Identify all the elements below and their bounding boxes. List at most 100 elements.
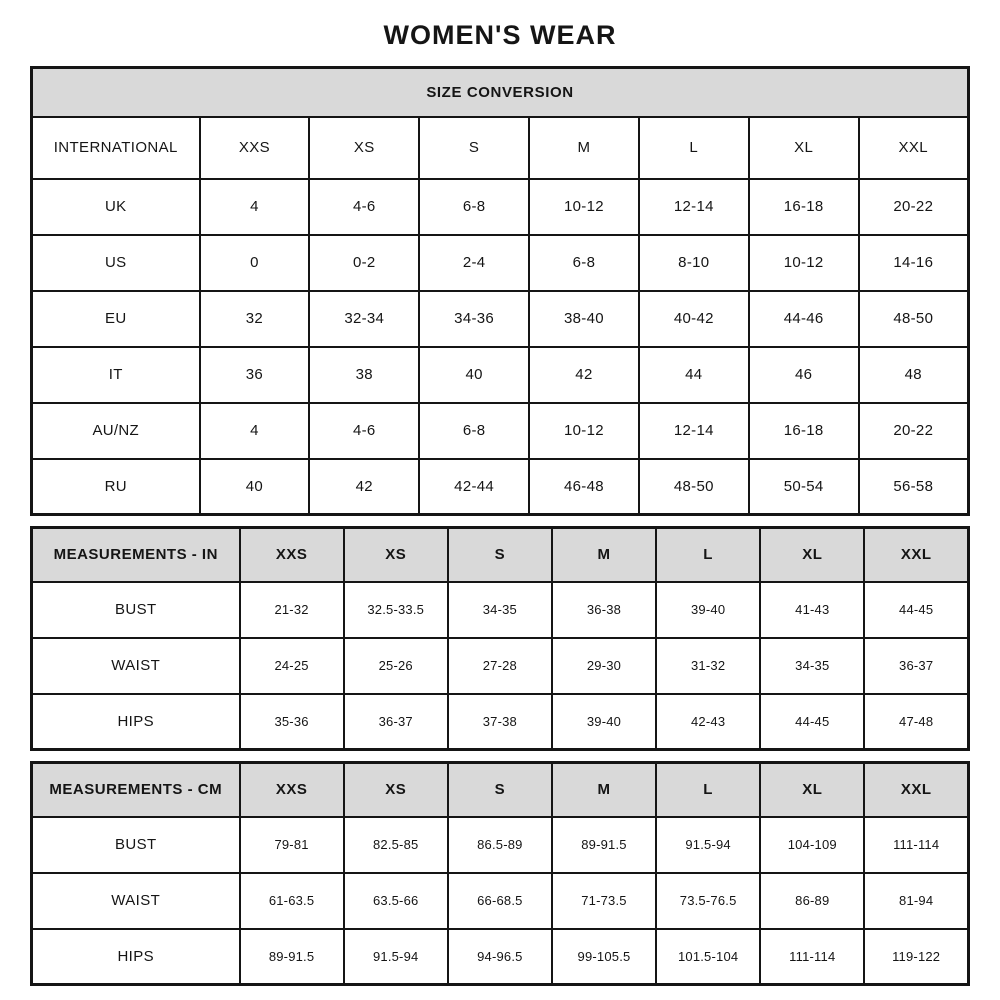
value-cell: 86-89 [759,871,866,930]
table-row: EU 32 32-34 34-36 38-40 40-42 44-46 48-50 [30,289,970,348]
value-cell: 10-12 [528,177,640,236]
value-cell: 2-4 [418,233,531,292]
value-cell: 29-30 [550,636,658,695]
value-cell: 79-81 [238,815,345,874]
value-cell: 16-18 [747,177,860,236]
row-label: RU [30,457,201,516]
value-cell: 89-91.5 [238,927,345,986]
row-label: HIPS [30,692,241,751]
value-cell: 44-45 [863,580,970,639]
column-header-size: XL [759,526,866,583]
value-cell: 39-40 [655,580,762,639]
value-cell: 48-50 [637,457,750,516]
row-label: BUST [30,815,241,874]
row-label: IT [30,345,201,404]
value-cell: 25-26 [342,636,449,695]
value-cell: 34-35 [446,580,553,639]
row-label: UK [30,177,201,236]
table-row: IT 36 38 40 42 44 46 48 [30,345,970,404]
column-header-size: S [446,761,553,818]
column-header-size: XXL [863,526,970,583]
value-cell: 31-32 [655,636,762,695]
value-cell: 35-36 [238,692,345,751]
value-cell: 42 [308,457,421,516]
value-cell: 44-45 [759,692,866,751]
column-header-size: XL [759,761,866,818]
value-cell: 48 [857,345,970,404]
size-conversion-header-row: INTERNATIONAL XXS XS S M L XL XXL [30,115,970,180]
value-cell: 63.5-66 [342,871,449,930]
value-cell: 8-10 [637,233,750,292]
value-cell: 4 [198,177,311,236]
value-cell: 24-25 [238,636,345,695]
table-title-cell: MEASUREMENTS - CM [30,761,241,818]
value-cell: 111-114 [863,815,970,874]
value-cell: 27-28 [446,636,553,695]
row-label: WAIST [30,871,241,930]
column-header-size: XXL [857,115,970,180]
table-row: UK 4 4-6 6-8 10-12 12-14 16-18 20-22 [30,177,970,236]
table-caption-row: SIZE CONVERSION [30,66,970,118]
size-conversion-title: SIZE CONVERSION [30,66,970,118]
table-gap [30,516,970,526]
value-cell: 42 [528,345,640,404]
column-header-size: XS [342,526,449,583]
value-cell: 61-63.5 [238,871,345,930]
value-cell: 104-109 [759,815,866,874]
value-cell: 111-114 [759,927,866,986]
value-cell: 44-46 [747,289,860,348]
value-cell: 99-105.5 [550,927,658,986]
value-cell: 10-12 [747,233,860,292]
column-header-size: XL [747,115,860,180]
measurements-cm-header-row: MEASUREMENTS - CM XXS XS S M L XL XXL [30,761,970,818]
value-cell: 50-54 [747,457,860,516]
value-cell: 89-91.5 [550,815,658,874]
value-cell: 41-43 [759,580,866,639]
column-header-size: XS [308,115,421,180]
value-cell: 20-22 [857,177,970,236]
column-header-international: INTERNATIONAL [30,115,201,180]
column-header-size: XXS [198,115,311,180]
size-conversion-table: SIZE CONVERSION INTERNATIONAL XXS XS S M L XL X… [30,66,970,516]
column-header-size: XXS [238,526,345,583]
value-cell: 10-12 [528,401,640,460]
value-cell: 94-96.5 [446,927,553,986]
value-cell: 101.5-104 [655,927,762,986]
measurements-in-table: MEASUREMENTS - IN XXS XS S M L XL XXL BUST 21-32… [30,526,970,751]
table-title-cell: MEASUREMENTS - IN [30,526,241,583]
value-cell: 36-38 [550,580,658,639]
value-cell: 6-8 [528,233,640,292]
value-cell: 39-40 [550,692,658,751]
value-cell: 0 [198,233,311,292]
value-cell: 34-35 [759,636,866,695]
value-cell: 81-94 [863,871,970,930]
value-cell: 36 [198,345,311,404]
row-label: BUST [30,580,241,639]
value-cell: 66-68.5 [446,871,553,930]
row-label: EU [30,289,201,348]
value-cell: 48-50 [857,289,970,348]
value-cell: 6-8 [418,401,531,460]
value-cell: 71-73.5 [550,871,658,930]
table-row: BUST 21-32 32.5-33.5 34-35 36-38 39-40 41-43 44… [30,580,970,639]
value-cell: 38-40 [528,289,640,348]
column-header-size: XXL [863,761,970,818]
column-header-size: S [418,115,531,180]
table-row: RU 40 42 42-44 46-48 48-50 50-54 56-58 [30,457,970,516]
column-header-size: L [637,115,750,180]
value-cell: 12-14 [637,401,750,460]
value-cell: 0-2 [308,233,421,292]
row-label: WAIST [30,636,241,695]
table-row: BUST 79-81 82.5-85 86.5-89 89-91.5 91.5-94 104… [30,815,970,874]
value-cell: 47-48 [863,692,970,751]
value-cell: 14-16 [857,233,970,292]
table-row: AU/NZ 4 4-6 6-8 10-12 12-14 16-18 20-22 [30,401,970,460]
table-row: HIPS 89-91.5 91.5-94 94-96.5 99-105.5 101.5-1… [30,927,970,986]
value-cell: 4 [198,401,311,460]
column-header-size: L [655,526,762,583]
value-cell: 37-38 [446,692,553,751]
value-cell: 42-44 [418,457,531,516]
table-row: HIPS 35-36 36-37 37-38 39-40 42-43 44-45 47-48 [30,692,970,751]
table-gap [30,751,970,761]
